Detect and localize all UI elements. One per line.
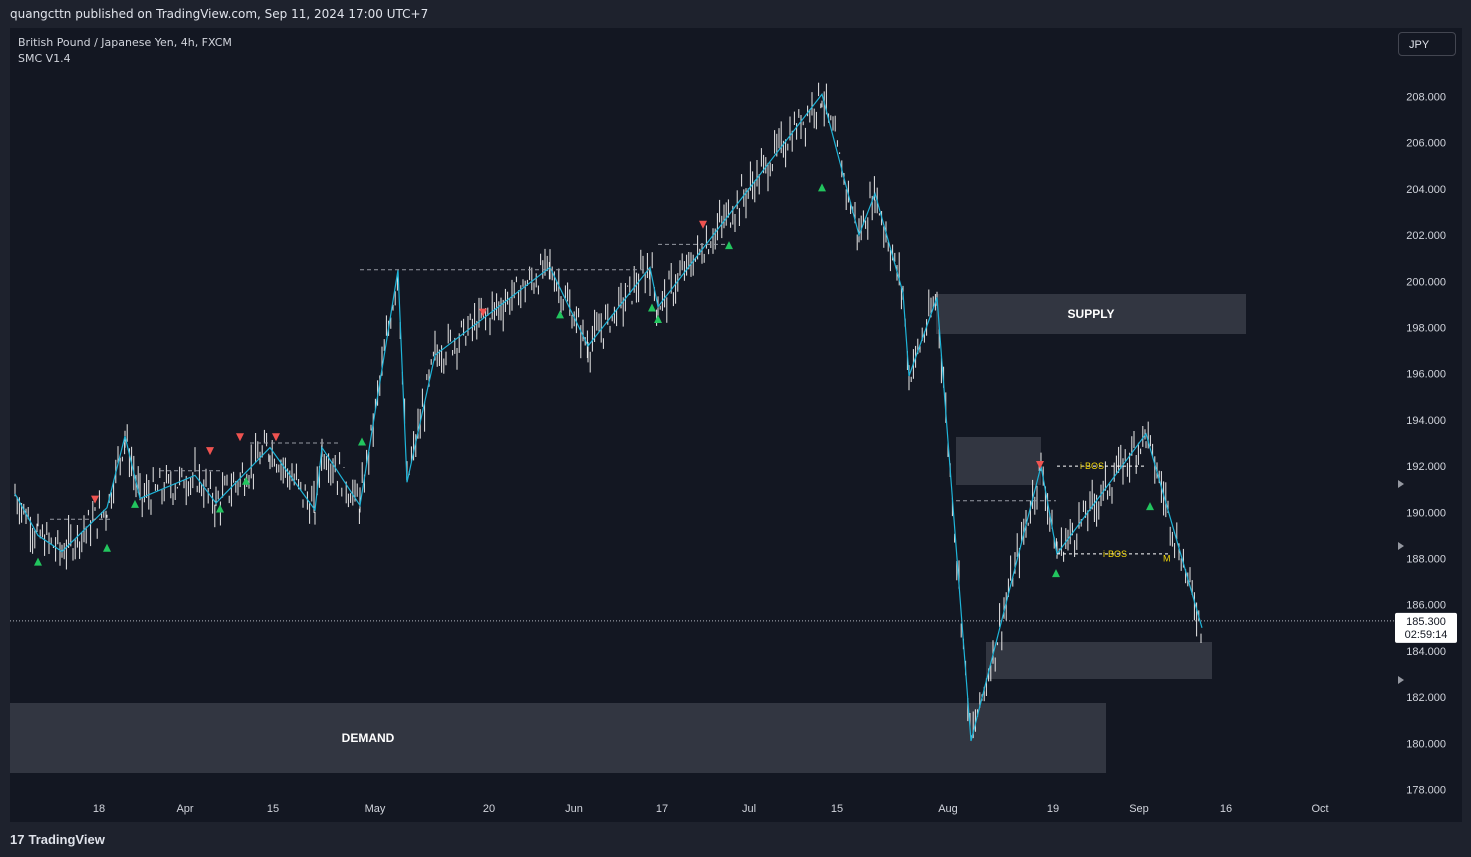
swing-low-up-marker xyxy=(648,303,656,312)
tradingview-logo: 17 TradingView xyxy=(10,832,105,847)
currency-button[interactable]: JPY xyxy=(1398,32,1456,56)
axis-arrow-icon[interactable] xyxy=(1398,480,1404,488)
footer: 17 TradingView xyxy=(0,822,1471,857)
publish-info: quangcttn published on TradingView.com, … xyxy=(10,7,429,21)
axis-arrow-icon[interactable] xyxy=(1398,542,1404,550)
ibos-label-upper: i-BOS xyxy=(1080,461,1104,471)
x-axis-tick-label: 16 xyxy=(1220,803,1232,815)
swing-high-down-marker xyxy=(699,220,707,229)
symbol-title: British Pound / Japanese Yen, 4h, FXCM xyxy=(18,36,232,49)
y-axis-tick-label: 184.000 xyxy=(1406,646,1446,658)
last-price-box xyxy=(1395,612,1457,643)
last-price-value: 185.300 xyxy=(1406,616,1446,628)
x-axis-tick-label: May xyxy=(365,803,386,815)
demand-zone xyxy=(10,703,1106,773)
swing-high-down-marker xyxy=(91,495,99,504)
y-axis-tick-label: 186.000 xyxy=(1406,600,1446,612)
axis-arrow-icon[interactable] xyxy=(1398,676,1404,684)
swing-high-down-marker xyxy=(206,447,214,456)
x-axis-tick-label: Jun xyxy=(565,803,583,815)
demand-label: DEMAND xyxy=(342,731,395,745)
swing-low-up-marker xyxy=(556,310,564,319)
y-axis-tick-label: 200.000 xyxy=(1406,276,1446,288)
supply-zone xyxy=(936,294,1246,334)
swing-low-up-marker xyxy=(131,499,139,508)
swing-low-up-marker xyxy=(358,437,366,446)
y-axis-tick-label: 196.000 xyxy=(1406,369,1446,381)
brand-name: TradingView xyxy=(28,832,105,847)
swing-low-up-marker xyxy=(242,476,250,485)
y-axis-tick-label: 188.000 xyxy=(1406,554,1446,566)
m-label: M xyxy=(1163,554,1171,564)
chart-legend: British Pound / Japanese Yen, 4h, FXCM S… xyxy=(18,35,232,67)
y-axis-tick-label: 206.000 xyxy=(1406,138,1446,150)
publish-header: quangcttn published on TradingView.com, … xyxy=(0,0,1471,28)
x-axis-tick-label: Sep xyxy=(1129,803,1149,815)
chart-pane[interactable]: SUPPLY DEMAND i-BOS i-BOS M 208.000 206.000 204… xyxy=(10,28,1462,822)
swing-low-up-marker xyxy=(725,241,733,250)
y-axis-tick-label: 198.000 xyxy=(1406,323,1446,335)
tradingview-logo-icon: 17 xyxy=(10,832,25,847)
ibos-label-lower: i-BOS xyxy=(1103,549,1127,559)
order-block-zone-lower xyxy=(986,642,1212,679)
swing-low-up-marker xyxy=(103,543,111,552)
x-axis-tick-label: 20 xyxy=(483,803,495,815)
swing-high-down-marker xyxy=(479,308,487,317)
x-axis-tick-label: 19 xyxy=(1047,803,1059,815)
indicator-name: SMC V1.4 xyxy=(18,52,71,65)
swing-high-down-marker xyxy=(236,433,244,442)
swing-low-up-marker xyxy=(34,557,42,566)
supply-label: SUPPLY xyxy=(1068,307,1115,321)
order-block-zone xyxy=(956,437,1041,485)
y-axis-tick-label: 182.000 xyxy=(1406,692,1446,704)
swing-low-up-marker xyxy=(818,183,826,192)
x-axis-tick-label: 17 xyxy=(656,803,668,815)
y-axis-tick-label: 180.000 xyxy=(1406,738,1446,750)
swing-high-down-marker xyxy=(272,433,280,442)
swing-low-up-marker xyxy=(1146,502,1154,511)
swing-low-up-marker xyxy=(1052,569,1060,578)
y-axis-tick-label: 194.000 xyxy=(1406,415,1446,427)
zigzag-line xyxy=(14,92,1203,742)
swing-high-down-marker xyxy=(1036,461,1044,470)
y-axis-tick-label: 202.000 xyxy=(1406,230,1446,242)
price-chart[interactable]: SUPPLY DEMAND i-BOS i-BOS M 208.000 206.000 204… xyxy=(10,28,1462,822)
swing-low-up-marker xyxy=(654,315,662,324)
y-axis-tick-label: 178.000 xyxy=(1406,785,1446,797)
x-axis-tick-label: Aug xyxy=(938,803,958,815)
x-axis-tick-label: 15 xyxy=(831,803,843,815)
x-axis-tick-label: Apr xyxy=(176,803,193,815)
x-axis-tick-label: 15 xyxy=(267,803,279,815)
x-axis-tick-label: Jul xyxy=(742,803,756,815)
y-axis-tick-label: 190.000 xyxy=(1406,507,1446,519)
countdown-value: 02:59:14 xyxy=(1405,629,1448,641)
x-axis-tick-label: 18 xyxy=(93,803,105,815)
y-axis-tick-label: 192.000 xyxy=(1406,461,1446,473)
y-axis-tick-label: 208.000 xyxy=(1406,92,1446,104)
swing-low-up-marker xyxy=(216,504,224,513)
x-axis-tick-label: Oct xyxy=(1311,803,1328,815)
y-axis-tick-label: 204.000 xyxy=(1406,184,1446,196)
